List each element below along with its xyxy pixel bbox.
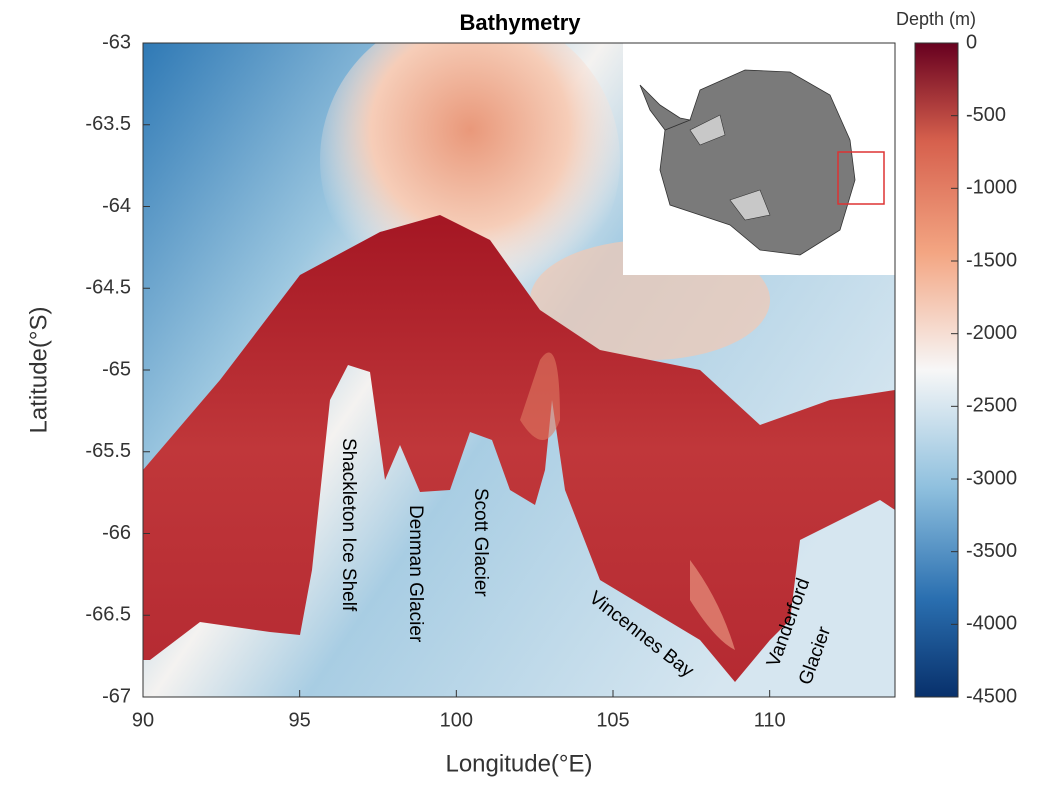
inset-map	[623, 43, 895, 275]
y-tick-label: -66	[102, 522, 131, 544]
y-tick-label: -64.5	[85, 277, 131, 299]
colorbar-tick-label: -2000	[966, 322, 1017, 344]
chart: Bathymetry Longitude(°E) Latitude(°S) De…	[0, 0, 1056, 780]
colorbar-tick-label: -4500	[966, 685, 1017, 707]
x-tick-label: 90	[132, 709, 154, 731]
x-tick-label: 100	[440, 709, 473, 731]
x-axis-label: Longitude(°E)	[445, 750, 592, 777]
colorbar-tick-label: -4000	[966, 613, 1017, 635]
y-tick-label: -66.5	[85, 604, 131, 626]
y-tick-label: -65.5	[85, 440, 131, 462]
x-tick-label: 105	[596, 709, 629, 731]
colorbar-tick-label: 0	[966, 31, 977, 53]
colorbar-label: Depth (m)	[896, 9, 976, 29]
colorbar-tick-label: -1500	[966, 249, 1017, 271]
y-tick-label: -64	[102, 195, 131, 217]
y-tick-label: -63.5	[85, 113, 131, 135]
y-tick-label: -65	[102, 358, 131, 380]
annotation: Scott Glacier	[470, 488, 491, 597]
colorbar-tick-label: -3500	[966, 540, 1017, 562]
x-tick-label: 95	[289, 709, 311, 731]
colorbar-tick-label: -1000	[966, 177, 1017, 199]
y-tick-label: -63	[102, 31, 131, 53]
colorbar-tick-label: -2500	[966, 395, 1017, 417]
y-tick-label: -67	[102, 685, 131, 707]
chart-title: Bathymetry	[459, 10, 581, 35]
y-axis-label: Latitude(°S)	[25, 307, 52, 434]
colorbar	[915, 43, 958, 697]
annotation: Denman Glacier	[405, 505, 426, 643]
x-tick-label: 110	[754, 709, 786, 731]
bathymetry-field	[143, 10, 895, 697]
annotation: Shackleton Ice Shelf	[338, 438, 359, 612]
colorbar-tick-label: -3000	[966, 467, 1017, 489]
colorbar-tick-label: -500	[966, 104, 1006, 126]
